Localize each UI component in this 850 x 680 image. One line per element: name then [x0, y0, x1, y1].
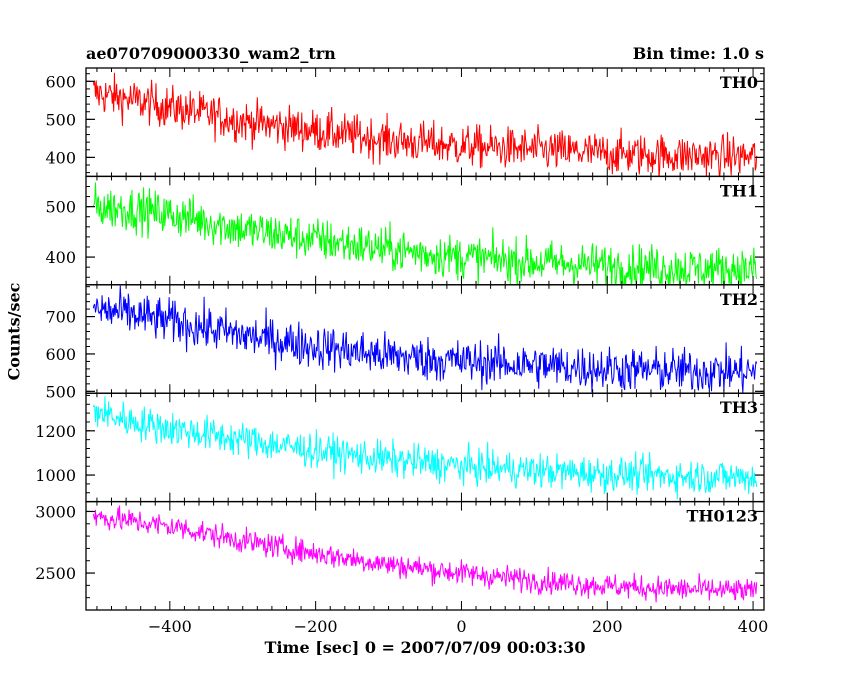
x-tick-label: 0	[456, 617, 466, 636]
y-tick-label-th3: 1200	[35, 422, 76, 441]
y-tick-label-th0123: 3000	[35, 502, 76, 521]
panel-frame-th0	[85, 67, 765, 178]
y-tick-label-th2: 500	[45, 382, 76, 401]
y-tick-label-th0: 400	[45, 148, 76, 167]
y-tick-label-th1: 400	[45, 248, 76, 267]
x-tick-label: 400	[738, 617, 769, 636]
panel-label-th0123: TH0123	[686, 507, 758, 526]
y-tick-label-th0123: 2500	[35, 564, 76, 583]
y-tick-label-th0: 500	[45, 110, 76, 129]
y-tick-label-th2: 600	[45, 345, 76, 364]
series-line-th3	[92, 396, 758, 500]
y-tick-label-th1: 500	[45, 198, 76, 217]
panel-frame-th3	[85, 392, 765, 503]
panel-label-th2: TH2	[720, 290, 758, 309]
x-tick-label: −200	[294, 617, 338, 636]
panel-label-th0: TH0	[720, 73, 758, 92]
series-line-th2	[92, 285, 758, 393]
bin-time-label: Bin time: 1.0 s	[632, 44, 764, 63]
y-tick-label-th3: 1000	[35, 466, 76, 485]
y-tick-label-th0: 600	[45, 72, 76, 91]
panel-label-th1: TH1	[720, 181, 758, 200]
x-axis-label: Time [sec] 0 = 2007/07/09 00:03:30	[264, 638, 586, 657]
y-tick-label-th2: 700	[45, 308, 76, 327]
x-tick-label: 200	[592, 617, 623, 636]
series-line-th0123	[92, 505, 758, 603]
series-line-th0	[92, 72, 758, 177]
panel-frame-th0123	[85, 500, 765, 611]
x-tick-label: −400	[148, 617, 192, 636]
chart-title: ae070709000330_wam2_trn	[86, 44, 336, 63]
panel-label-th3: TH3	[720, 398, 758, 417]
series-line-th1	[92, 182, 758, 285]
